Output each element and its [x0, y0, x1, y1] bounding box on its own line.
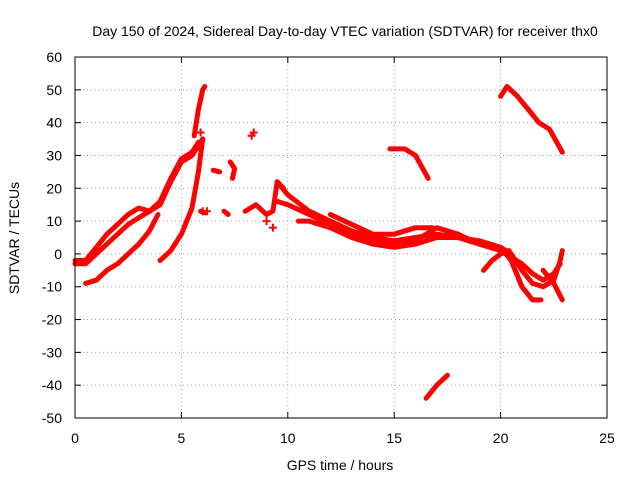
series-trace-m: [498, 84, 565, 155]
series-trace-d: [157, 136, 206, 263]
y-tick-label: -50: [42, 410, 62, 426]
series-trace-b: [72, 139, 201, 267]
axes: 0 5 10 15 20 25 -50 -40 -30 -20 -10 0 10 20 30 40 50 60: [42, 49, 615, 446]
series-trace-k: [540, 267, 565, 303]
scatter-point: [249, 128, 258, 137]
scatter-point: [268, 223, 277, 232]
series-trace-o: [423, 372, 450, 401]
y-tick-label: 50: [46, 82, 62, 98]
x-axis-label: GPS time / hours: [287, 457, 394, 473]
y-tick-label: -10: [42, 279, 62, 295]
series-trace-h: [295, 218, 482, 250]
x-tick-label: 10: [280, 430, 296, 446]
series-trace-p: [227, 159, 238, 181]
y-tick-label: 40: [46, 115, 62, 131]
data-series: [72, 84, 565, 401]
scatter-markers: [196, 128, 277, 232]
y-tick-label: 20: [46, 180, 62, 196]
plot-frame: [74, 56, 608, 419]
series-trace-t: [221, 208, 231, 217]
series-trace-j: [498, 244, 544, 303]
series-trace-c: [83, 212, 161, 286]
y-tick-label: -20: [42, 312, 62, 328]
series-trace-n: [387, 146, 431, 181]
series-trace-f: [274, 179, 565, 290]
scatter-point: [262, 217, 271, 226]
series-trace-i: [327, 212, 435, 237]
series-trace-g: [274, 198, 563, 283]
y-tick-label: -40: [42, 377, 62, 393]
x-tick-label: 0: [71, 430, 79, 446]
x-tick-label: 5: [178, 430, 186, 446]
scatter-point: [202, 207, 211, 216]
y-tick-label: -30: [42, 344, 62, 360]
y-tick-label: 10: [46, 213, 62, 229]
series-trace-q: [210, 167, 223, 175]
series-trace-r: [242, 179, 286, 217]
x-tick-label: 25: [599, 430, 615, 446]
y-axis-label: SDTVAR / TECUs: [6, 182, 22, 294]
y-tick-label: 60: [46, 49, 62, 65]
x-tick-label: 20: [493, 430, 509, 446]
series-trace-e: [191, 84, 208, 139]
chart-title: Day 150 of 2024, Sidereal Day-to-day VTE…: [92, 23, 598, 39]
scatter-point: [196, 128, 205, 137]
x-tick-label: 15: [386, 430, 402, 446]
y-tick-label: 0: [54, 246, 62, 262]
series-trace-l: [481, 248, 512, 273]
y-tick-label: 30: [46, 147, 62, 163]
